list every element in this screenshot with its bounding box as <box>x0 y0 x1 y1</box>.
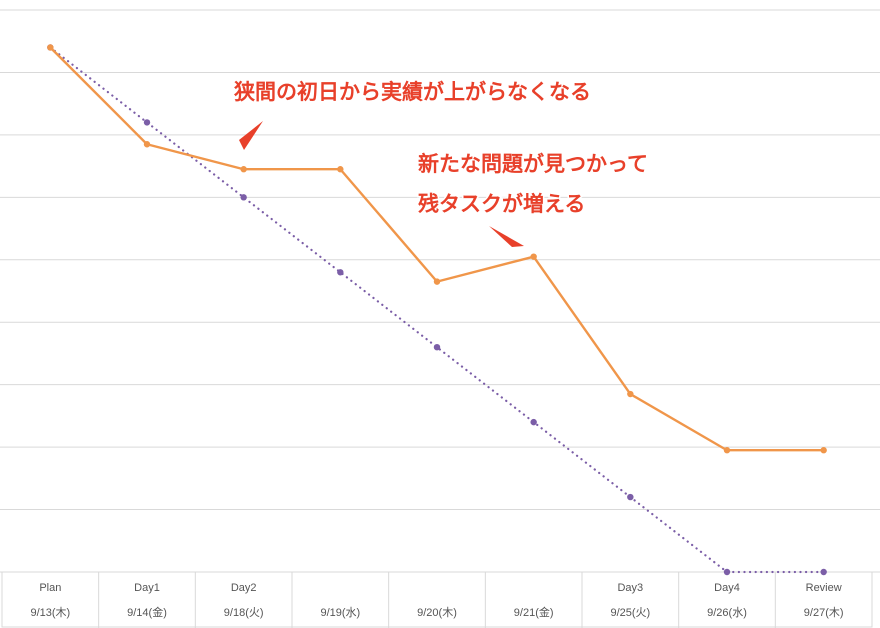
annotation-arrow-2 <box>489 226 524 247</box>
gridlines <box>0 9 880 573</box>
annotation-arrow-1 <box>239 121 263 150</box>
tick-label-date: 9/13(木) <box>30 606 70 619</box>
tick-label-top: Day1 <box>134 582 160 594</box>
data-point-actual <box>820 447 827 454</box>
data-point-actual <box>143 141 151 148</box>
annotation-text-3: 残タスクが増える <box>418 192 585 216</box>
data-point-ideal <box>143 119 151 126</box>
series-line-ideal <box>49 46 825 574</box>
tick-label-top: Review <box>806 582 842 594</box>
data-point-actual <box>47 44 54 51</box>
data-point-ideal <box>530 418 537 426</box>
data-point-actual <box>433 278 441 285</box>
tick-label-date: 9/26(水) <box>707 606 747 619</box>
data-point-actual <box>723 447 731 454</box>
tick-label-date: 9/21(金) <box>514 605 554 619</box>
tick-label-date: 9/14(金) <box>127 605 167 619</box>
category-axis: Plan 9/13(木) Day1 9/14(金) Day2 9/18(火) 9/19(水)… <box>1 571 873 628</box>
tick-label-top: Day3 <box>617 582 643 594</box>
tick-label-top: Day4 <box>714 582 740 594</box>
data-point-ideal <box>337 269 344 276</box>
data-point-actual <box>337 166 344 173</box>
tick-label-date: 9/25(火) <box>610 607 650 619</box>
annotation-text-2: 新たな問題が見つかって <box>418 152 648 176</box>
tick-label-date: 9/18(火) <box>224 607 264 619</box>
data-point-actual <box>240 166 247 173</box>
tick-label-date: 9/20(木) <box>417 606 457 619</box>
axis-frame <box>1 571 873 628</box>
annotation-text-1: 狭間の初日から実績が上がらなくなる <box>233 80 591 104</box>
data-point-ideal <box>627 493 634 501</box>
series-layer <box>47 44 827 576</box>
tick-label-date: 9/19(水) <box>320 606 360 619</box>
data-point-actual <box>627 390 634 398</box>
tick-label-top: Plan <box>39 582 61 594</box>
tick-label-top: Day2 <box>231 582 257 594</box>
data-point-actual <box>530 253 537 260</box>
series-line-actual <box>49 46 824 452</box>
data-point-ideal <box>820 568 827 576</box>
data-point-ideal <box>240 194 247 201</box>
tick-label-date: 9/27(木) <box>804 606 844 619</box>
data-point-ideal <box>723 568 731 576</box>
data-point-ideal <box>433 344 441 351</box>
